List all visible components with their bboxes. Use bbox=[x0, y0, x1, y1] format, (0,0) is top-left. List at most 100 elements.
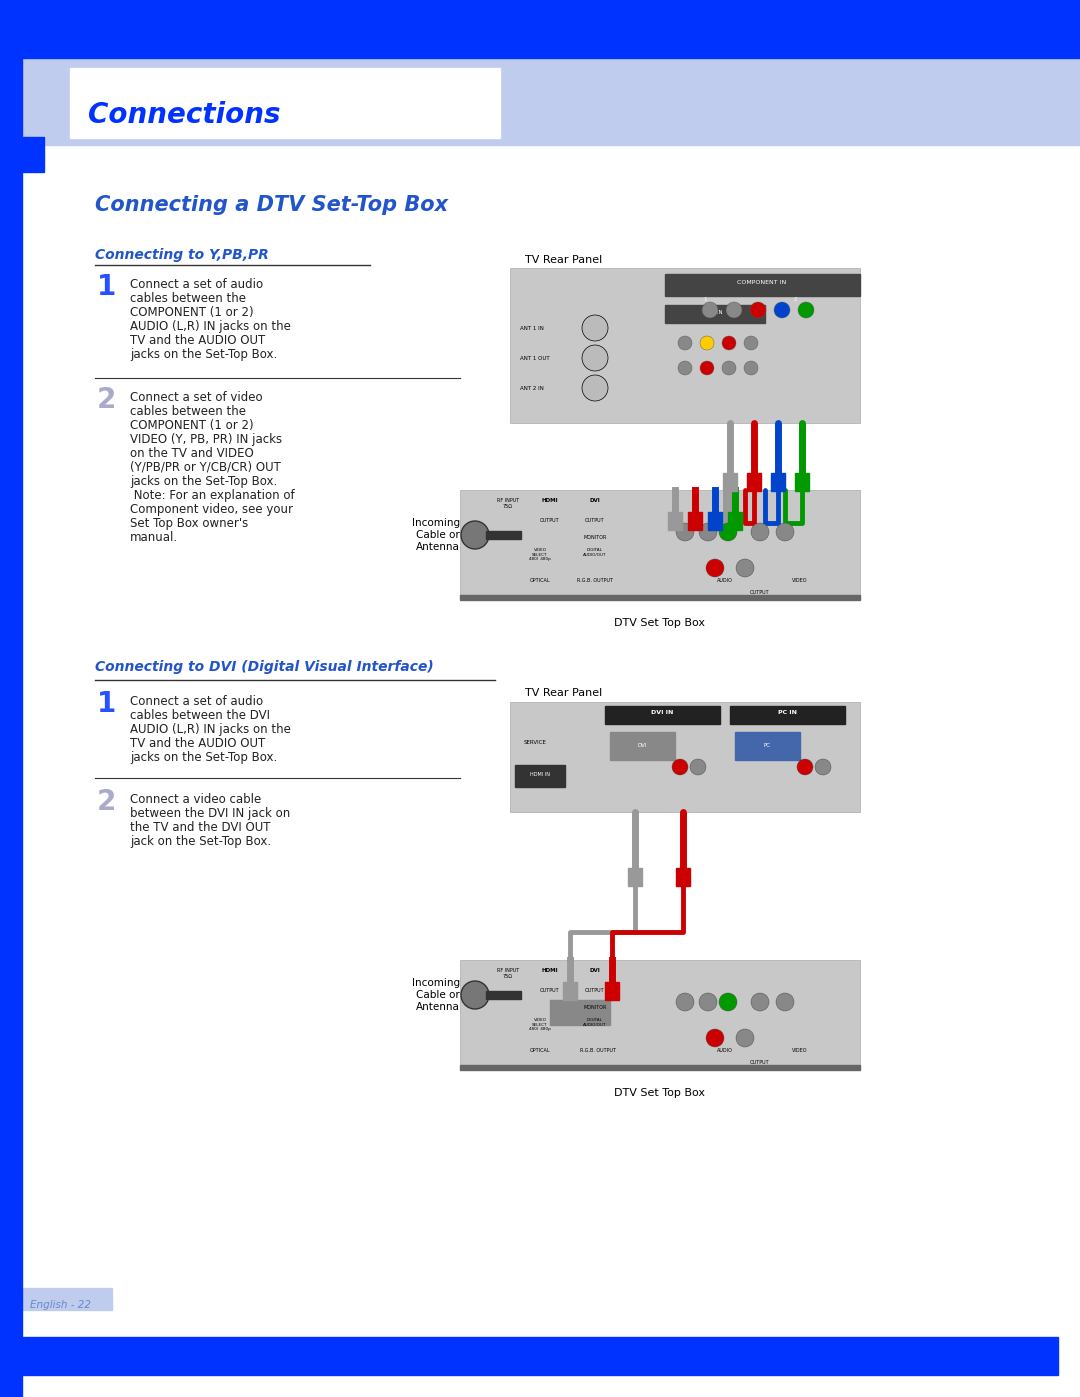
Text: MONITOR: MONITOR bbox=[583, 535, 607, 541]
Text: Connect a set of video: Connect a set of video bbox=[130, 391, 262, 404]
Text: OUTPUT: OUTPUT bbox=[540, 518, 559, 522]
Text: 2: 2 bbox=[793, 298, 797, 302]
Bar bbox=[0, 0, 22, 1397]
Bar bbox=[70, 68, 500, 138]
Circle shape bbox=[700, 337, 714, 351]
Text: 2: 2 bbox=[97, 788, 117, 816]
Text: Component video, see your: Component video, see your bbox=[130, 503, 293, 515]
Text: R.G.B. OUTPUT: R.G.B. OUTPUT bbox=[580, 1048, 616, 1053]
Bar bbox=[688, 511, 702, 529]
Bar bbox=[708, 511, 723, 529]
Text: 1: 1 bbox=[97, 690, 117, 718]
Bar bbox=[605, 705, 720, 724]
Text: COMPONENT (1 or 2): COMPONENT (1 or 2) bbox=[130, 419, 254, 432]
Text: VIDEO (Y, PB, PR) IN jacks: VIDEO (Y, PB, PR) IN jacks bbox=[130, 433, 282, 446]
Bar bbox=[735, 732, 800, 760]
Text: English - 22: English - 22 bbox=[30, 1301, 91, 1310]
Bar bbox=[665, 274, 860, 296]
Text: HDMI IN: HDMI IN bbox=[530, 773, 550, 777]
Bar bbox=[460, 595, 860, 599]
Text: 1: 1 bbox=[97, 272, 117, 300]
Text: VIDEO
SELECT
480I  480p: VIDEO SELECT 480I 480p bbox=[529, 548, 551, 562]
Bar bbox=[22, 1337, 1058, 1375]
Text: ANT 1 OUT: ANT 1 OUT bbox=[519, 355, 550, 360]
Text: R.G.B. OUTPUT: R.G.B. OUTPUT bbox=[577, 578, 613, 583]
Text: TV Rear Panel: TV Rear Panel bbox=[525, 687, 603, 698]
Text: PC IN: PC IN bbox=[778, 710, 797, 715]
Circle shape bbox=[676, 993, 694, 1011]
Bar bbox=[610, 732, 675, 760]
Text: Connecting a DTV Set-Top Box: Connecting a DTV Set-Top Box bbox=[95, 196, 448, 215]
Circle shape bbox=[699, 522, 717, 541]
Circle shape bbox=[797, 759, 813, 775]
Bar bbox=[795, 474, 809, 490]
Circle shape bbox=[702, 302, 718, 319]
Circle shape bbox=[690, 759, 706, 775]
Circle shape bbox=[735, 1030, 754, 1046]
Circle shape bbox=[699, 993, 717, 1011]
Text: manual.: manual. bbox=[130, 531, 178, 543]
Text: DVI: DVI bbox=[637, 743, 647, 747]
Bar bbox=[605, 982, 619, 1000]
Circle shape bbox=[798, 302, 814, 319]
Bar bbox=[676, 868, 690, 886]
Circle shape bbox=[735, 559, 754, 577]
Text: DTV Set Top Box: DTV Set Top Box bbox=[615, 1088, 705, 1098]
Text: DIGITAL
AUDIO/OUT: DIGITAL AUDIO/OUT bbox=[583, 1018, 607, 1027]
Circle shape bbox=[777, 522, 794, 541]
Bar bbox=[665, 305, 765, 323]
Text: Connect a set of audio: Connect a set of audio bbox=[130, 694, 264, 708]
Text: MONITOR: MONITOR bbox=[583, 1004, 607, 1010]
Text: OUTPUT: OUTPUT bbox=[751, 1060, 770, 1065]
Bar bbox=[486, 990, 521, 999]
Bar bbox=[747, 474, 761, 490]
Circle shape bbox=[774, 302, 789, 319]
Text: cables between the: cables between the bbox=[130, 405, 246, 418]
Text: HDMI: HDMI bbox=[542, 497, 558, 503]
Circle shape bbox=[719, 522, 737, 541]
Text: DVI: DVI bbox=[590, 968, 600, 972]
Text: TV Rear Panel: TV Rear Panel bbox=[525, 256, 603, 265]
Circle shape bbox=[815, 759, 831, 775]
Bar bbox=[460, 960, 860, 1070]
Circle shape bbox=[461, 981, 489, 1009]
Circle shape bbox=[777, 993, 794, 1011]
Text: OPTICAL: OPTICAL bbox=[529, 578, 551, 583]
Bar bbox=[627, 868, 642, 886]
Text: Connecting to Y,PB,PR: Connecting to Y,PB,PR bbox=[95, 249, 269, 263]
Text: OUTPUT: OUTPUT bbox=[585, 988, 605, 993]
Bar bbox=[730, 705, 845, 724]
Bar bbox=[460, 1065, 860, 1070]
Text: COMPONENT (1 or 2): COMPONENT (1 or 2) bbox=[130, 306, 254, 319]
Text: AUDIO: AUDIO bbox=[717, 1048, 733, 1053]
Text: (Y/PB/PR or Y/CB/CR) OUT: (Y/PB/PR or Y/CB/CR) OUT bbox=[130, 461, 281, 474]
Text: Connect a set of audio: Connect a set of audio bbox=[130, 278, 264, 291]
Bar bbox=[460, 490, 860, 599]
Circle shape bbox=[719, 993, 737, 1011]
Circle shape bbox=[582, 374, 608, 401]
Text: RF INPUT
75Ω: RF INPUT 75Ω bbox=[497, 497, 519, 509]
Text: PC: PC bbox=[764, 743, 770, 747]
Bar bbox=[510, 268, 860, 423]
Bar bbox=[771, 474, 785, 490]
Text: AUDIO (L,R) IN jacks on the: AUDIO (L,R) IN jacks on the bbox=[130, 724, 291, 736]
Bar bbox=[728, 511, 742, 529]
Text: DTV Set Top Box: DTV Set Top Box bbox=[615, 617, 705, 629]
Text: VIDEO: VIDEO bbox=[793, 1048, 808, 1053]
Circle shape bbox=[751, 522, 769, 541]
Text: VIDEO
SELECT
480I  480p: VIDEO SELECT 480I 480p bbox=[529, 1018, 551, 1031]
Bar bbox=[486, 531, 521, 539]
Text: OUTPUT: OUTPUT bbox=[751, 590, 770, 595]
Circle shape bbox=[723, 360, 735, 374]
Text: cables between the: cables between the bbox=[130, 292, 246, 305]
Circle shape bbox=[744, 337, 758, 351]
Text: cables between the DVI: cables between the DVI bbox=[130, 710, 270, 722]
Text: SERVICE: SERVICE bbox=[524, 740, 546, 745]
Text: DIGITAL
AUDIO/OUT: DIGITAL AUDIO/OUT bbox=[583, 548, 607, 556]
Circle shape bbox=[676, 522, 694, 541]
Bar bbox=[510, 703, 860, 812]
Text: VIDEO: VIDEO bbox=[793, 578, 808, 583]
Text: jacks on the Set-Top Box.: jacks on the Set-Top Box. bbox=[130, 475, 278, 488]
Text: OPTICAL: OPTICAL bbox=[529, 1048, 551, 1053]
Text: TV and the AUDIO OUT: TV and the AUDIO OUT bbox=[130, 334, 266, 346]
